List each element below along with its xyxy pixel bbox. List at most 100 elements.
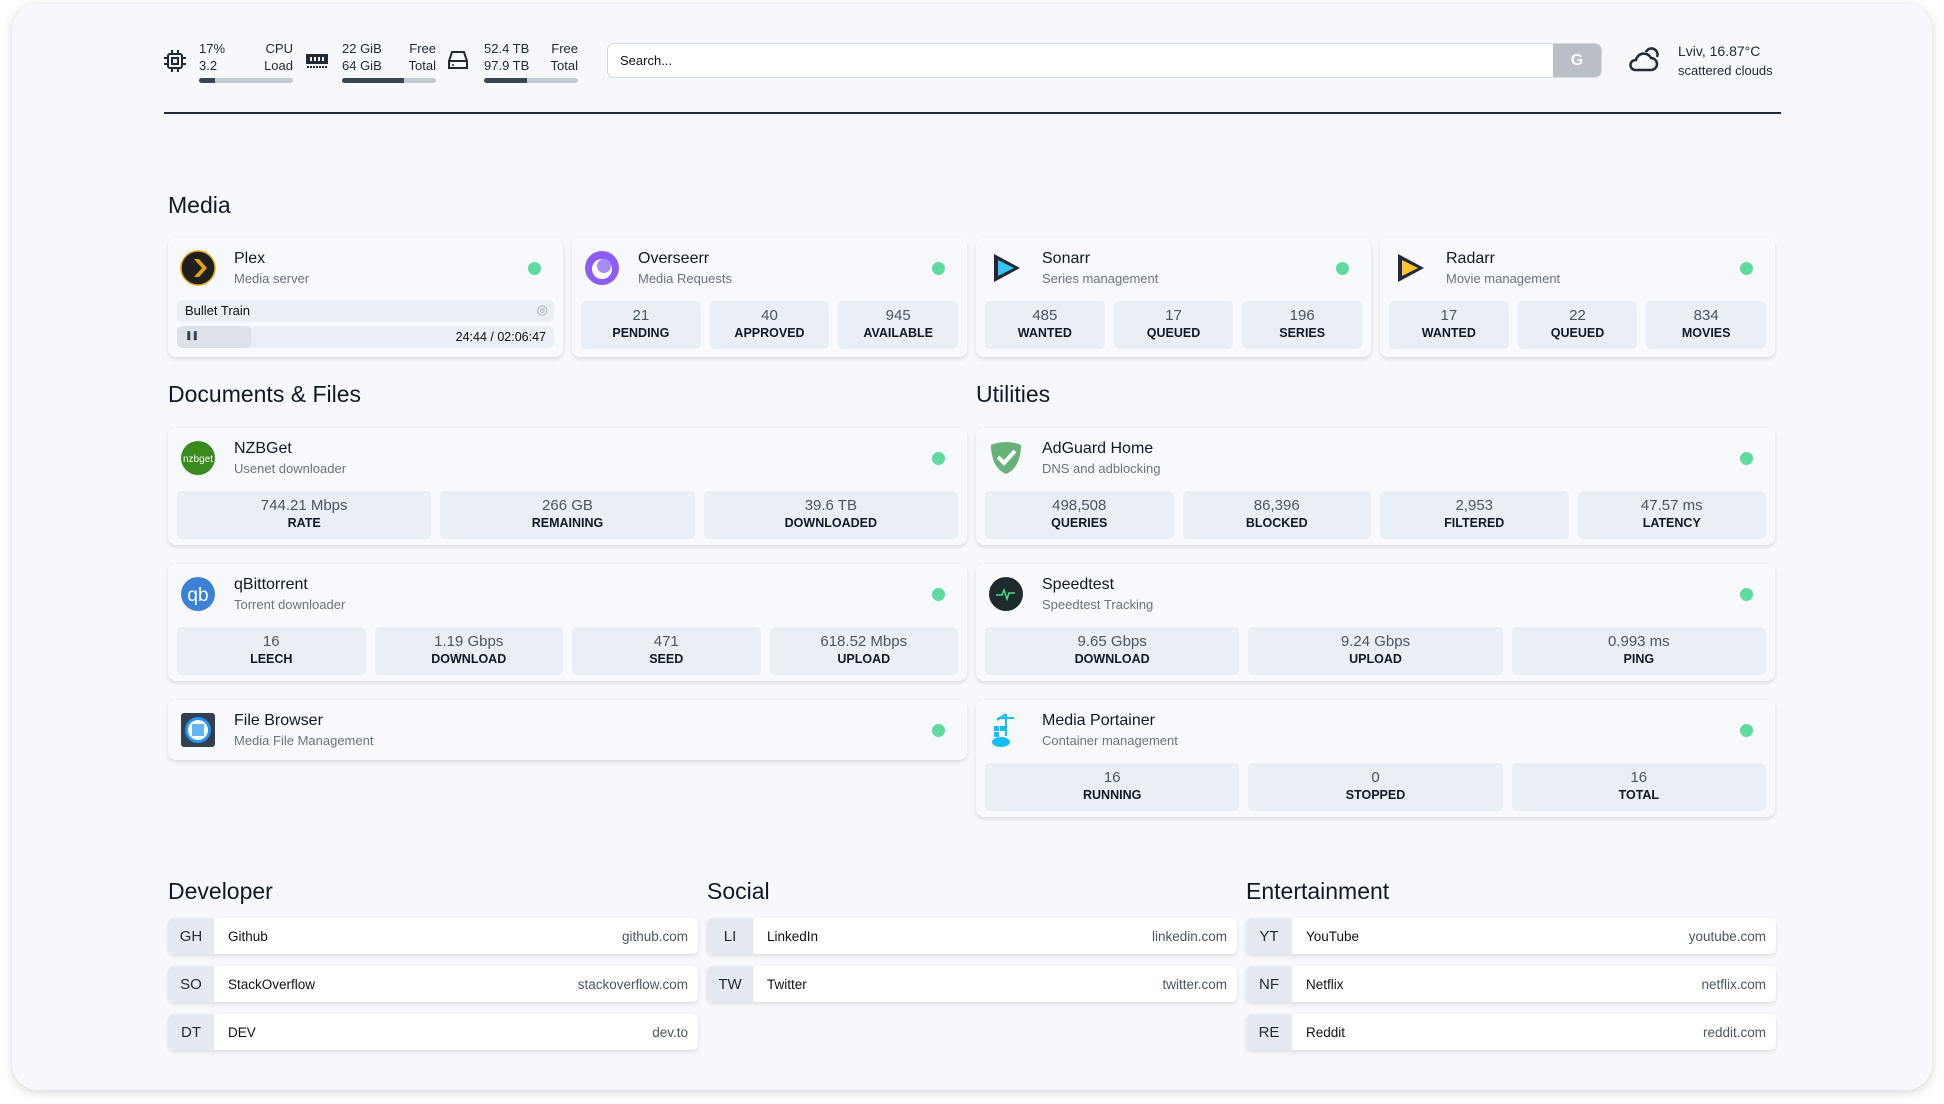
cloud-icon xyxy=(1629,47,1659,72)
stat-label: PING xyxy=(1623,652,1655,666)
stat-label: WANTED xyxy=(1017,326,1072,340)
speedtest-icon xyxy=(988,576,1024,612)
service-stats: 17 WANTED 22 QUEUED 834 MOVIES xyxy=(1389,301,1767,349)
service-card-sonarr[interactable]: Sonarr Series management 485 WANTED 17 QUEUED… xyxy=(976,238,1371,357)
bookmark-name: DEV xyxy=(228,1024,256,1040)
bookmark-name: Netflix xyxy=(1306,976,1344,992)
bookmark-linkedin[interactable]: LI LinkedIn linkedin.com xyxy=(707,918,1237,954)
bookmark-abbreviation: DT xyxy=(168,1014,214,1050)
status-indicator xyxy=(1740,262,1753,275)
service-card-qbittorrent[interactable]: qb qBittorrent Torrent downloader 16 LEECH 1.… xyxy=(168,564,967,681)
stat-upload: 618.52 Mbps UPLOAD xyxy=(769,627,958,675)
bookmark-twitter[interactable]: TW Twitter twitter.com xyxy=(707,966,1237,1002)
total-label: Total xyxy=(408,58,436,73)
stat-filtered: 2,953 FILTERED xyxy=(1380,491,1569,539)
service-description: DNS and adblocking xyxy=(1042,461,1161,476)
service-name: Media Portainer xyxy=(1042,712,1155,729)
status-indicator xyxy=(1740,452,1753,465)
stat-value: 86,396 xyxy=(1253,497,1300,514)
pause-icon[interactable]: ❚❚ xyxy=(185,330,199,340)
search-box: G xyxy=(607,43,1602,78)
bookmark-reddit[interactable]: RE Reddit reddit.com xyxy=(1246,1014,1776,1050)
stat-label: RATE xyxy=(287,516,321,530)
service-card-overseerr[interactable]: Overseerr Media Requests 21 PENDING 40 APPROV… xyxy=(572,238,967,357)
search-input[interactable] xyxy=(608,44,1553,77)
portainer-icon xyxy=(988,712,1024,748)
stat-label: QUERIES xyxy=(1051,516,1108,530)
stat-value: 40 xyxy=(761,307,778,324)
stat-queued: 17 QUEUED xyxy=(1113,301,1234,349)
bookmark-dev[interactable]: DT DEV dev.to xyxy=(168,1014,698,1050)
bookmark-url: twitter.com xyxy=(1162,976,1227,992)
weather-widget: Lviv, 16.87°C scattered clouds xyxy=(1678,42,1773,80)
memory-icon xyxy=(306,54,328,68)
radarr-icon xyxy=(1392,250,1428,286)
stat-wanted: 485 WANTED xyxy=(985,301,1105,349)
total-label: Total xyxy=(550,58,578,73)
stat-label: DOWNLOADED xyxy=(784,516,877,530)
stat-value: 16 xyxy=(1103,769,1121,786)
memory-total: 64 GiB xyxy=(342,58,382,73)
stat-label: APPROVED xyxy=(734,326,805,340)
service-description: Usenet downloader xyxy=(234,461,347,476)
bookmark-abbreviation: SO xyxy=(168,966,214,1002)
disk-free: 52.4 TB xyxy=(484,41,530,56)
service-description: Media Requests xyxy=(638,271,732,286)
bookmark-stackoverflow[interactable]: SO StackOverflow stackoverflow.com xyxy=(168,966,698,1002)
service-stats: 485 WANTED 17 QUEUED 196 SERIES xyxy=(985,301,1363,349)
stat-seed: 471 SEED xyxy=(572,627,761,675)
stat-ping: 0.993 ms PING xyxy=(1511,627,1766,675)
bookmark-url: stackoverflow.com xyxy=(577,976,688,992)
stat-value: 21 xyxy=(632,307,650,324)
bookmark-abbreviation: GH xyxy=(168,918,214,954)
stat-value: 485 xyxy=(1032,307,1058,324)
status-indicator xyxy=(932,588,945,601)
free-label: Free xyxy=(409,41,436,56)
status-indicator xyxy=(932,452,945,465)
playback-progress[interactable]: ❚❚ 24:44 / 02:06:47 xyxy=(177,326,554,348)
service-description: Speedtest Tracking xyxy=(1042,597,1154,612)
stat-download: 1.19 Gbps DOWNLOAD xyxy=(374,627,563,675)
bookmark-github[interactable]: GH Github github.com xyxy=(168,918,698,954)
stat-approved: 40 APPROVED xyxy=(709,301,830,349)
section-title-utilities: Utilities xyxy=(976,381,1051,407)
bar-fill xyxy=(199,78,215,83)
stat-value: 471 xyxy=(653,633,679,650)
service-stats: 744.21 Mbps RATE 266 GB REMAINING 39.6 TB DOW… xyxy=(177,491,958,539)
stat-value: 22 xyxy=(1569,307,1586,324)
cpu-load: 3.2 xyxy=(199,58,218,73)
search-engine-button[interactable]: G xyxy=(1553,44,1601,77)
bookmark-abbreviation: YT xyxy=(1246,918,1292,954)
stat-downloaded: 39.6 TB DOWNLOADED xyxy=(703,491,958,539)
service-card-adguard-home[interactable]: AdGuard Home DNS and adblocking 498,508 QUE… xyxy=(976,428,1775,545)
service-card-plex[interactable]: Plex Media server Bullet Train ◎ ❚❚ 24:44 / 0… xyxy=(168,238,563,357)
status-indicator xyxy=(932,262,945,275)
section-title-entertainment: Entertainment xyxy=(1246,878,1390,904)
weather-description: scattered clouds xyxy=(1678,63,1773,78)
free-label: Free xyxy=(551,41,578,56)
disk-total: 97.9 TB xyxy=(484,58,530,73)
service-stats: 16 RUNNING 0 STOPPED 16 TOTAL xyxy=(985,763,1766,811)
stat-queries: 498,508 QUERIES xyxy=(985,491,1174,539)
stat-label: AVAILABLE xyxy=(863,326,934,340)
service-card-speedtest[interactable]: Speedtest Speedtest Tracking 9.65 Gbps DOWN… xyxy=(976,564,1775,681)
service-card-file-browser[interactable]: File Browser Media File Management xyxy=(168,700,967,760)
bookmark-youtube[interactable]: YT YouTube youtube.com xyxy=(1246,918,1776,954)
service-card-radarr[interactable]: Radarr Movie management 17 WANTED 22 QUEUED 83… xyxy=(1380,238,1775,357)
service-card-nzbget[interactable]: nzbget NZBGet Usenet downloader 744.21 Mbps… xyxy=(168,428,967,545)
bookmark-netflix[interactable]: NF Netflix netflix.com xyxy=(1246,966,1776,1002)
status-indicator xyxy=(528,262,541,275)
status-indicator xyxy=(1336,262,1349,275)
bar-fill xyxy=(484,78,528,83)
stat-running: 16 RUNNING xyxy=(985,763,1240,811)
memory-free: 22 GiB xyxy=(342,41,382,56)
section-title-documents: Documents & Files xyxy=(168,381,362,407)
stat-remaining: 266 GB REMAINING xyxy=(440,491,695,539)
stat-label: SERIES xyxy=(1279,326,1326,340)
stat-label: DOWNLOAD xyxy=(431,652,507,666)
disk-icon xyxy=(448,51,468,69)
playback-time: 24:44 / 02:06:47 xyxy=(455,330,546,344)
stat-rate: 744.21 Mbps RATE xyxy=(177,491,432,539)
service-card-media-portainer[interactable]: Media Portainer Container management 16 RUN… xyxy=(976,700,1775,817)
svg-text:qb: qb xyxy=(187,585,208,606)
